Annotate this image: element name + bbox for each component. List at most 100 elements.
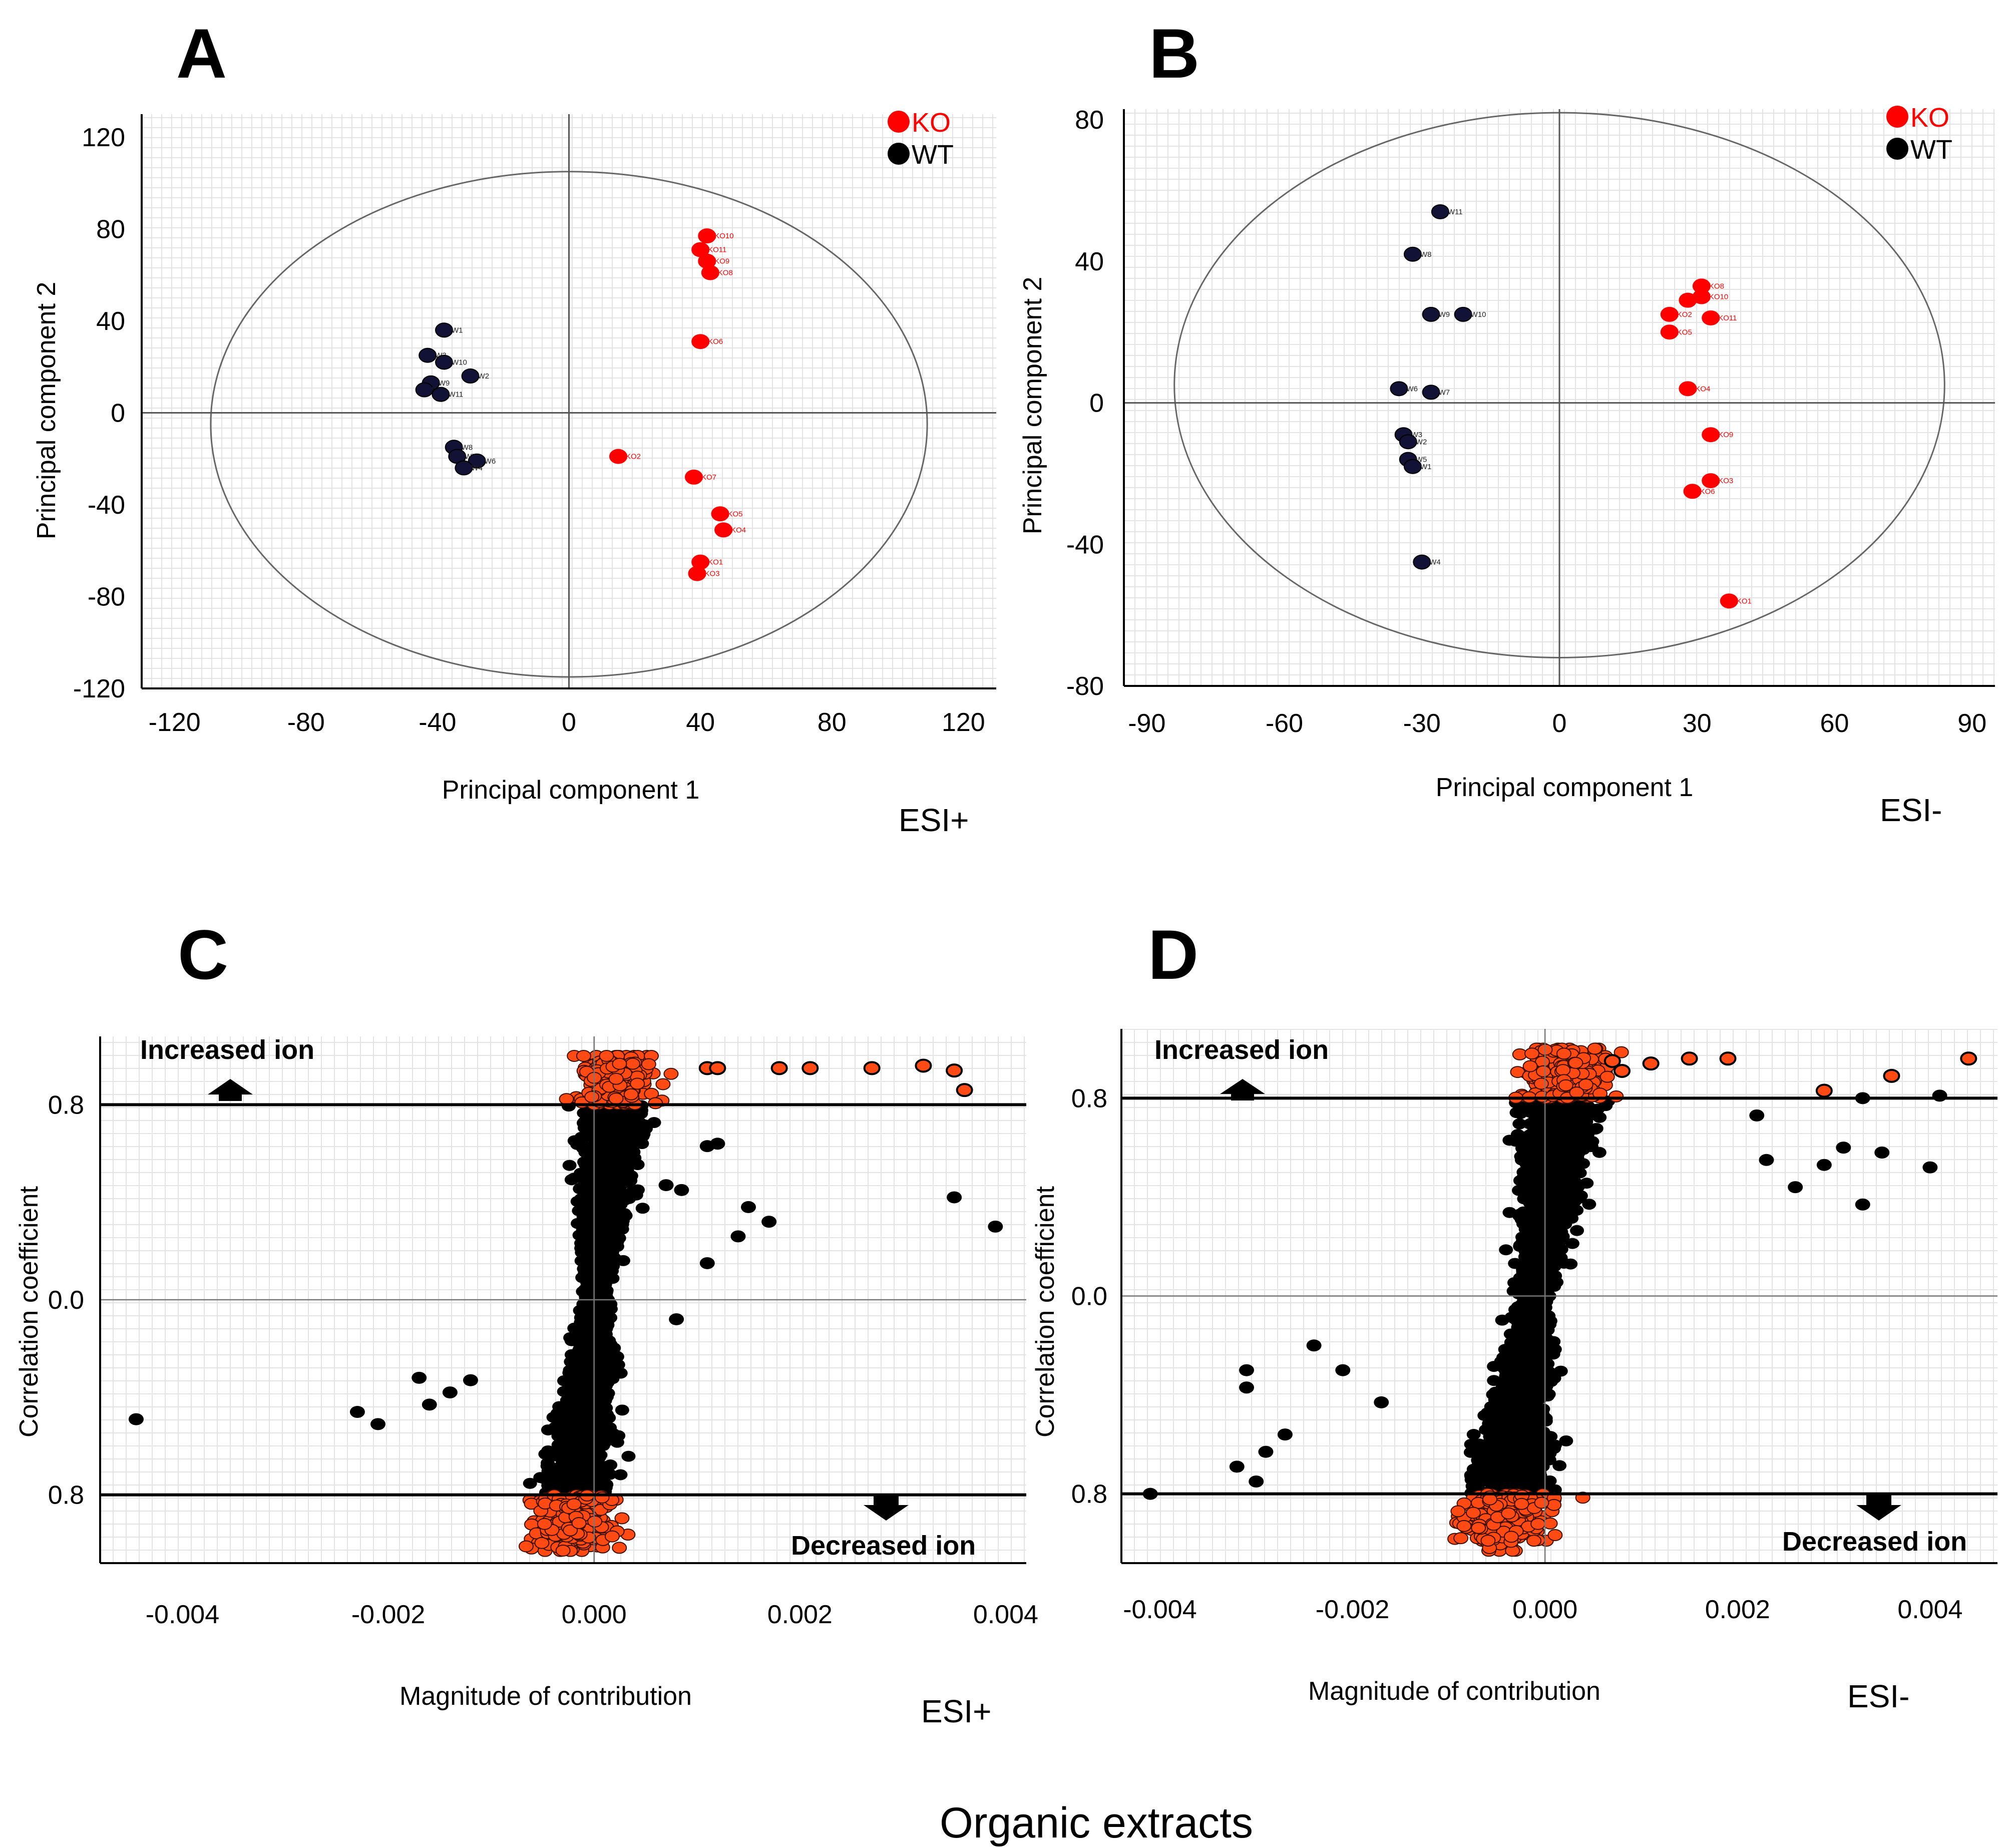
outlier-ions [128, 1058, 1003, 1430]
ion [599, 1315, 614, 1327]
ion [584, 1142, 598, 1153]
point-w2 [1399, 434, 1417, 450]
ion [617, 1124, 632, 1136]
point-label: KO1 [708, 558, 723, 567]
point-w8 [1403, 246, 1422, 262]
ion [597, 1468, 612, 1480]
point-w10 [1454, 306, 1472, 322]
ion [604, 1113, 619, 1124]
pca-panel-esi-positive: -120 -80 -40 0 40 80 120 120 80 40 0 -40 -80 -120 KO1… [32, 108, 996, 838]
ion-outlier [463, 1374, 478, 1386]
tick-labels: -90 -60 -30 0 30 60 90 80 40 0 -40 -80 [1066, 106, 1986, 738]
point-ko3 [1702, 473, 1720, 489]
point-w1 [1403, 459, 1422, 474]
ion [594, 1267, 609, 1278]
y-tick-label: -40 [1066, 530, 1104, 559]
point-label: KO8 [1709, 282, 1724, 290]
ion-outlier [442, 1386, 458, 1399]
ion [598, 1420, 612, 1432]
point-label: KO [1695, 296, 1706, 305]
y-axis-title: Principal component 2 [1018, 277, 1047, 535]
y-tick-label: 0.8 [48, 1090, 84, 1120]
ion-outlier [730, 1230, 746, 1243]
point-ko1 [1720, 593, 1738, 609]
ion-outlier [658, 1179, 674, 1192]
significant-ion [604, 1530, 620, 1543]
ion [608, 1188, 622, 1200]
point-label: KO8 [718, 269, 733, 277]
point-label: W9 [1439, 310, 1450, 319]
ion [573, 1416, 588, 1427]
point-label: W4 [1429, 558, 1441, 567]
significant-ion [599, 1049, 614, 1062]
ion [647, 1117, 661, 1129]
wt-legend-marker [888, 143, 910, 165]
panel-letter-d: D [1148, 915, 1198, 994]
ion [611, 1359, 625, 1370]
point-w7 [1422, 385, 1440, 400]
point-ko8 [701, 265, 719, 280]
ion [577, 1367, 591, 1378]
point-label: KO2 [626, 453, 641, 461]
ion [1547, 1442, 1561, 1454]
significant-ion [614, 1512, 630, 1525]
ion-cloud [1463, 1092, 1616, 1500]
significant-ion [608, 1092, 624, 1105]
ion [591, 1299, 605, 1310]
y-tick-label: 80 [1075, 106, 1104, 135]
ion [576, 1224, 590, 1236]
significant-ion [630, 1077, 645, 1090]
ion [621, 1450, 636, 1462]
significant-ion [663, 1067, 679, 1080]
y-axis-title: Principal component 2 [32, 282, 61, 540]
significant-ion [555, 1544, 571, 1557]
ion [571, 1407, 585, 1419]
ko-legend-label: KO [912, 108, 951, 138]
ko-legend-label: KO [1910, 103, 1949, 133]
y-tick-label: -40 [88, 491, 125, 520]
significant-ion-outlier [863, 1061, 881, 1075]
ko-legend-marker [888, 111, 910, 133]
ion [622, 1193, 636, 1204]
point-label: KO5 [1677, 328, 1692, 336]
ion [585, 1328, 600, 1339]
point-label: KO3 [1718, 477, 1733, 485]
x-tick-label: 0 [562, 708, 576, 737]
ion [602, 1245, 616, 1257]
x-axis-title: Principal component 1 [1436, 773, 1694, 802]
ion [574, 1440, 589, 1452]
ion [1464, 1474, 1479, 1486]
ion [562, 1160, 577, 1171]
tick-labels: -120 -80 -40 0 40 80 120 120 80 40 0 -40 -80 -120 [73, 123, 985, 737]
point-label: KO6 [1700, 487, 1715, 496]
x-tick-label: -60 [1266, 709, 1303, 738]
significant-ion [537, 1518, 552, 1530]
point-label: W6 [1406, 385, 1418, 393]
wt-legend-marker [1886, 138, 1908, 160]
ion [588, 1392, 602, 1404]
point-w1 [435, 322, 454, 338]
ion [606, 1137, 621, 1149]
x-tick-label: 40 [686, 708, 715, 737]
ion [1552, 1460, 1567, 1471]
y-tick-label: 80 [96, 215, 125, 244]
point-label: KO9 [1718, 431, 1733, 439]
point-ko2 [1660, 306, 1679, 322]
ion [606, 1153, 620, 1164]
ionization-mode-label: ESI+ [921, 1693, 992, 1729]
ion [1502, 1349, 1516, 1360]
significant-ion-outlier [770, 1061, 788, 1075]
data-points: KO10KO11KO9KO8KO6KO2KO7KO5KO4KO1KO3W1W3W… [415, 228, 746, 581]
y-tick-label: -120 [73, 674, 125, 703]
x-tick-label: 120 [942, 708, 985, 737]
significant-ion-outlier [915, 1058, 932, 1073]
point-ko11 [1702, 310, 1720, 325]
significant-ions [518, 1049, 679, 1557]
point-label: KO1 [1737, 597, 1752, 605]
ion [577, 1397, 592, 1409]
ion [594, 1277, 608, 1288]
